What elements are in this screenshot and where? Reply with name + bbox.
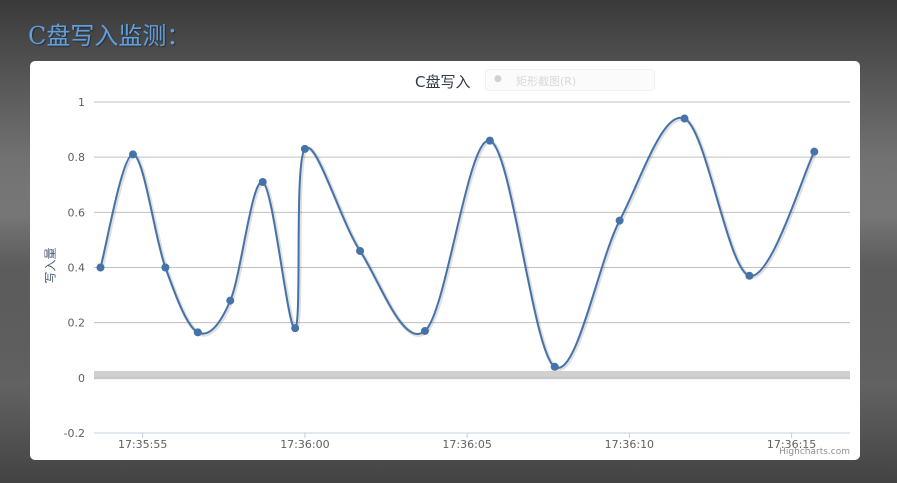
data-point bbox=[615, 216, 624, 225]
y-tick-label: 0.4 bbox=[68, 262, 86, 275]
chart-svg: -0.2 0 0.2 0.4 0.6 0.8 1 17:35:55 17:36:00 17:36:… bbox=[64, 96, 850, 451]
screenshot-button-label: 矩形截图(R) bbox=[516, 75, 577, 88]
data-point bbox=[128, 150, 137, 159]
data-point bbox=[300, 144, 309, 153]
chart-panel: C盘写入 ● 矩形截图(R) 写入量 -0.2 0 0.2 0.4 0.6 0.8 1 17:… bbox=[30, 61, 860, 460]
data-point bbox=[356, 246, 365, 255]
data-point bbox=[193, 328, 202, 337]
data-point bbox=[680, 114, 689, 123]
x-tick-label: 17:36:05 bbox=[442, 438, 491, 451]
data-point bbox=[810, 147, 819, 156]
data-point bbox=[161, 263, 170, 272]
data-point bbox=[745, 271, 754, 280]
y-tick-label: -0.2 bbox=[64, 427, 85, 440]
credits-link[interactable]: Highcharts.com bbox=[779, 447, 850, 457]
plot-band bbox=[94, 370, 850, 380]
data-point bbox=[420, 326, 429, 335]
data-point bbox=[291, 324, 300, 333]
x-tick-label: 17:36:10 bbox=[605, 438, 654, 451]
data-point bbox=[258, 177, 267, 186]
page-title: C盘写入监测： bbox=[28, 22, 191, 50]
y-tick-label: 0.8 bbox=[68, 151, 86, 164]
data-point bbox=[550, 362, 559, 371]
y-tick-label: 1 bbox=[78, 96, 85, 109]
data-point bbox=[226, 296, 235, 305]
camera-icon: ● bbox=[494, 74, 502, 84]
x-tick-label: 17:35:55 bbox=[118, 438, 167, 451]
screenshot-button[interactable]: ● 矩形截图(R) bbox=[485, 69, 655, 91]
x-tick-label: 17:36:15 bbox=[767, 438, 816, 451]
y-tick-label: 0.6 bbox=[68, 206, 86, 219]
data-point bbox=[485, 136, 494, 145]
y-tick-label: 0 bbox=[78, 372, 85, 385]
data-point bbox=[96, 263, 105, 272]
x-tick-label: 17:36:00 bbox=[280, 438, 329, 451]
chart-title: C盘写入 bbox=[415, 73, 471, 91]
series-line bbox=[99, 116, 816, 369]
y-tick-label: 0.2 bbox=[68, 317, 86, 330]
